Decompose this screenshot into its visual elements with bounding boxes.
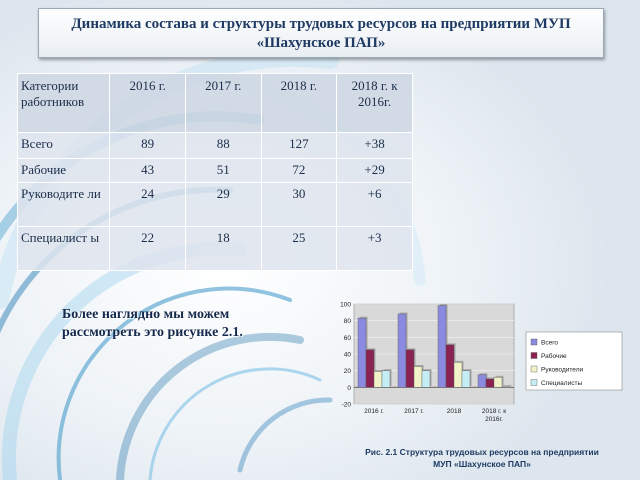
column-header: Категории работников <box>16 73 111 133</box>
y-tick-label: 100 <box>340 302 351 309</box>
table-cell: 127 <box>260 132 338 159</box>
y-tick-label: 60 <box>344 335 352 342</box>
table-cell: 51 <box>184 158 262 183</box>
bar <box>413 366 423 388</box>
title-line-1: Динамика состава и структуры трудовых ре… <box>71 16 571 32</box>
legend-box <box>525 331 623 391</box>
legend-swatch <box>530 338 538 346</box>
chart-reference-note: Более наглядно мы можем рассмотреть это … <box>62 307 243 340</box>
bar <box>477 374 487 388</box>
x-tick-label: 2017 г. <box>404 408 424 415</box>
bar <box>493 377 503 388</box>
legend-label: Всего <box>541 340 558 347</box>
table-cell: 22 <box>109 226 186 271</box>
column-header: 2016 г. <box>109 73 186 133</box>
bar <box>421 370 431 388</box>
x-tick-label: 2016 г. <box>364 408 384 415</box>
bar <box>501 386 511 388</box>
table-cell: 30 <box>260 182 338 227</box>
legend-swatch <box>530 365 538 373</box>
bar <box>365 349 375 388</box>
slide-title: Динамика состава и структуры трудовых ре… <box>38 8 604 58</box>
title-line-2: «Шахунское ПАП» <box>256 35 386 51</box>
x-tick-label: 2018 <box>447 408 462 415</box>
table-cell: +6 <box>336 182 413 227</box>
table-row: Специалист ы 22 18 25 +3 <box>16 226 413 271</box>
bar <box>397 313 407 388</box>
table-cell: Всего <box>16 132 111 159</box>
workforce-bar-chart: -20 0 20 40 60 80 100 2016 г. 2017 г. 2018 2018 г.… <box>340 302 623 423</box>
table-header-row: Категории работников 2016 г. 2017 г. 201… <box>16 73 413 133</box>
table-cell: 25 <box>260 226 338 271</box>
table-cell: 18 <box>184 226 262 271</box>
bar <box>381 370 391 388</box>
table-cell: Рабочие <box>16 158 111 183</box>
bar <box>357 317 367 388</box>
table-row: Руководите ли 24 29 30 +6 <box>16 182 413 227</box>
table-cell: 72 <box>260 158 338 183</box>
y-tick-label: 20 <box>344 368 352 375</box>
table-cell: 88 <box>184 132 262 159</box>
table-cell: 29 <box>184 182 262 227</box>
table-row: Рабочие 43 51 72 +29 <box>16 158 413 183</box>
legend-label: Рабочие <box>541 352 567 360</box>
bar <box>453 362 463 388</box>
y-tick-label: 40 <box>344 352 352 359</box>
workforce-table: Категории работников 2016 г. 2017 г. 201… <box>16 73 413 271</box>
legend-label: Руководители <box>541 367 583 374</box>
column-header: 2018 г. <box>260 73 338 133</box>
table-cell: +3 <box>336 226 413 271</box>
table-cell: +29 <box>336 158 413 183</box>
bar <box>405 349 415 388</box>
y-tick-label: -20 <box>342 402 352 409</box>
legend-label: Специалисты <box>541 380 582 387</box>
bar <box>437 305 447 388</box>
legend-swatch <box>530 379 538 386</box>
y-tick-label: 0 <box>347 385 351 392</box>
bar <box>445 344 455 388</box>
table-cell: Руководите ли <box>16 182 111 227</box>
figure-caption: Рис. 2.1 Структура трудовых ресурсов на … <box>365 447 599 469</box>
bar <box>373 371 383 388</box>
y-tick-label: 80 <box>344 318 352 325</box>
column-header: 2018 г. к 2016г. <box>336 73 413 133</box>
table-row: Всего 89 88 127 +38 <box>16 132 413 159</box>
table-cell: Специалист ы <box>16 226 111 271</box>
bar-shadow <box>503 385 512 386</box>
table-cell: 24 <box>109 182 186 227</box>
legend-swatch <box>530 352 538 359</box>
bar <box>485 378 495 388</box>
table-cell: 43 <box>109 158 186 183</box>
column-header: 2017 г. <box>184 73 262 133</box>
x-tick-label-line: 2018 г. к <box>482 408 506 415</box>
x-tick-label: 2018 г. к 2016г. <box>482 408 506 423</box>
x-tick-label-line: 2016г. <box>485 416 503 423</box>
table-cell: 89 <box>109 132 186 159</box>
bar <box>461 370 471 388</box>
table-cell: +38 <box>336 132 413 159</box>
